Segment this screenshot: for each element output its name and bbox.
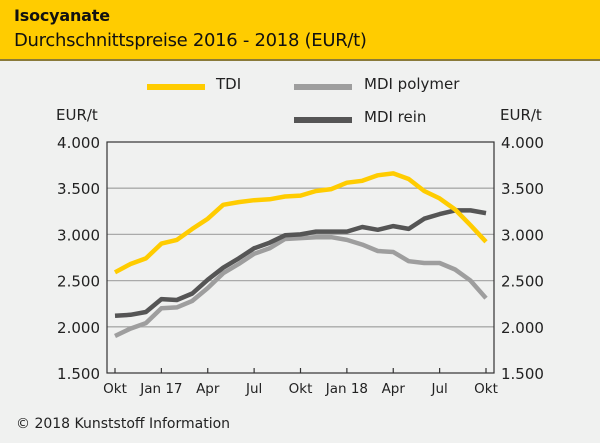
legend-label-mdi-rein: MDI rein [364, 108, 427, 126]
y-ticks-left: 1.500 2.000 2.500 3.000 3.500 4.000 [57, 134, 100, 383]
series-line-mdi-rein [114, 208, 487, 318]
y-axis-label-right: EUR/t [500, 106, 542, 124]
x-tick-label: Okt [474, 381, 498, 397]
x-tick-label: Okt [103, 381, 127, 397]
chart-title: Isocyanate [14, 6, 110, 25]
x-tick-label: Jul [430, 381, 447, 397]
y-tick-label-left: 2.000 [57, 319, 100, 337]
series-line-tdi [113, 171, 488, 275]
y-tick-label-right: 4.000 [501, 134, 544, 152]
x-tick-label: Jul [245, 381, 262, 397]
y-tick-label-right: 3.500 [501, 180, 544, 198]
legend-swatch-mdi-rein [294, 117, 352, 123]
y-tick-label-left: 3.500 [57, 180, 100, 198]
y-tick-label-right: 1.500 [501, 365, 544, 383]
y-tick-label-left: 4.000 [57, 134, 100, 152]
y-tick-label-left: 1.500 [57, 365, 100, 383]
y-tick-label-left: 3.000 [57, 226, 100, 244]
x-tick-label: Apr [196, 381, 220, 397]
y-tick-label-right: 2.000 [501, 319, 544, 337]
y-tick-label-left: 2.500 [57, 273, 100, 291]
x-ticks: Okt Jan 17 Apr Jul Okt Jan 18 Apr Jul Okt [103, 368, 498, 397]
x-tick-label: Apr [382, 381, 406, 397]
x-tick-label: Jan 17 [139, 381, 182, 397]
plot-frame [106, 141, 495, 374]
chart-subtitle: Durchschnittspreise 2016 - 2018 (EUR/t) [14, 30, 367, 51]
copyright-footer: © 2018 Kunststoff Information [16, 416, 231, 432]
y-axis-label-left: EUR/t [56, 106, 98, 124]
y-ticks-right: 1.500 2.000 2.500 3.000 3.500 4.000 [501, 134, 544, 383]
x-tick-label: Okt [289, 381, 313, 397]
series-lines [113, 171, 488, 339]
series-line-mdi-polymer [114, 234, 488, 339]
header-banner: Isocyanate Durchschnittspreise 2016 - 20… [0, 0, 600, 61]
x-tick-label: Jan 18 [325, 381, 368, 397]
y-tick-label-right: 3.000 [501, 226, 544, 244]
y-tick-label-right: 2.500 [501, 273, 544, 291]
legend-label-tdi: TDI [216, 75, 242, 93]
gridlines [107, 187, 494, 328]
legend-swatch-tdi [147, 84, 205, 90]
legend-swatch-mdi-polymer [294, 84, 352, 90]
legend-label-mdi-polymer: MDI polymer [364, 75, 460, 93]
